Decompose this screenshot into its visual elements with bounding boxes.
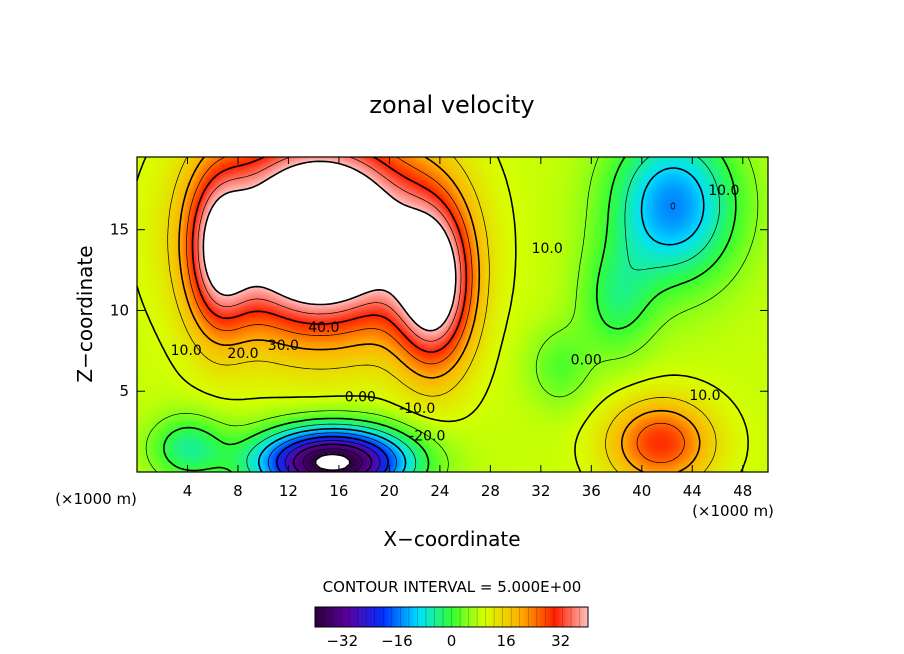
colorbar-tick-label: 16 [497,632,516,650]
contour-lines [136,156,759,473]
colorbar-tick-label: 0 [447,632,457,650]
y-axis-label: Z−coordinate [73,245,97,382]
contour-level [197,156,462,342]
contour-label: 10.0 [532,241,563,257]
x-tick-label: 36 [582,482,601,500]
colorbar: −32 −16 0 16 32 [314,606,589,650]
colorbar-tick-label: −32 [326,632,358,650]
contour-label: 10.0 [708,183,739,199]
colorbar-gradient [315,607,588,627]
contour-label: 20.0 [227,346,258,362]
contour-level [258,167,705,473]
colorbar-tick-label: 32 [551,632,570,650]
contour-interval-text: CONTOUR INTERVAL = 5.000E+00 [323,578,582,596]
contour-label: -10.0 [399,401,435,417]
x-axis-label: X−coordinate [383,527,520,551]
contour-level [167,156,717,473]
x-tick-label: 48 [733,482,752,500]
contour-level [191,156,468,353]
x-axis-unit-left: (×1000 m) [55,490,137,508]
contour-label: 0.00 [571,353,602,369]
z-axis-ticks: 5 10 15 [110,221,768,400]
contour-level [284,440,381,473]
contour-level [292,443,373,473]
contour-level [246,156,721,473]
contour-level [178,156,701,473]
contour-label: 10.0 [689,388,720,404]
plot-frame [136,156,769,473]
x-tick-label: 28 [481,482,500,500]
contour-label: 40.0 [308,320,339,336]
contour-level [314,453,351,471]
x-tick-label: 32 [531,482,550,500]
contour-level [202,160,457,332]
contour-labels: 40.0 30.0 20.0 10.0 0.00 -10.0 -20.0 10.0 0.00 10… [171,183,740,445]
velocity-field-image [137,157,768,472]
contour-label: 10.0 [171,343,202,359]
x-tick-label: 24 [430,482,449,500]
colorbar-frame [314,606,589,628]
contour-level [136,156,749,473]
chart-title: zonal velocity [369,91,534,119]
contour-label: 0.00 [345,390,376,406]
z-tick-label: 10 [110,301,129,319]
x-tick-label: 4 [183,482,193,500]
x-tick-label: 20 [380,482,399,500]
z-tick-label: 5 [119,382,129,400]
contour-level [276,435,389,473]
contour-label: 30.0 [268,338,299,354]
contour-level [145,156,759,473]
contour-level [267,202,676,473]
x-tick-label: 16 [329,482,348,500]
x-tick-label: 8 [233,482,243,500]
contour-level [186,156,685,464]
x-tick-label: 40 [632,482,651,500]
x-tick-label: 44 [683,482,702,500]
contour-label: -20.0 [409,428,445,444]
x-tick-label: 12 [279,482,298,500]
z-tick-label: 15 [110,221,129,239]
x-axis-unit-right: (×1000 m) [692,502,774,520]
colorbar-ticks: −32 −16 0 16 32 [326,632,570,650]
x-axis-ticks: 4 8 12 16 20 24 28 32 36 40 44 48 [183,157,752,500]
contour-level [163,156,737,473]
colorbar-tick-label: −16 [381,632,413,650]
